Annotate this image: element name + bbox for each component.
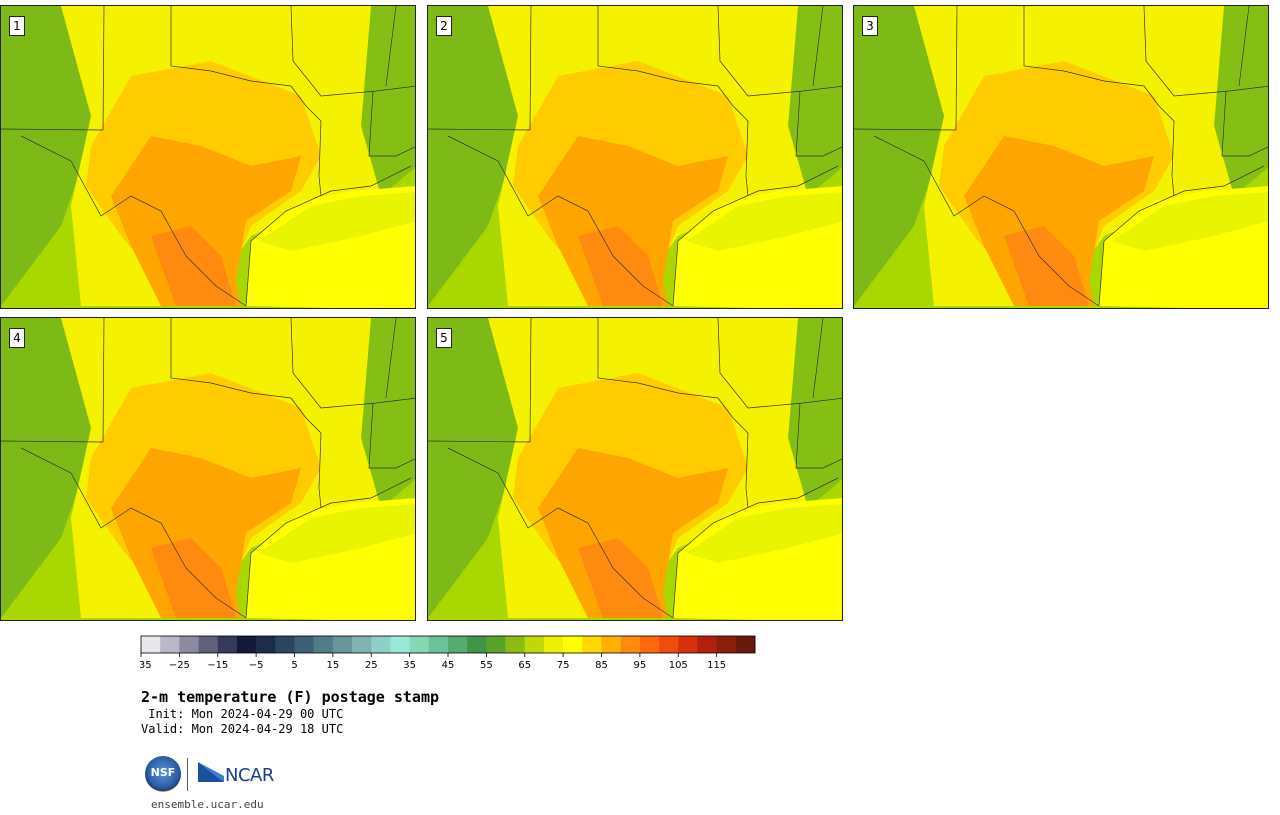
gulf-shelf xyxy=(686,504,842,563)
init-time: Init: Mon 2024-04-29 00 UTC xyxy=(141,707,344,721)
panel-number: 4 xyxy=(9,328,25,348)
gulf-shelf xyxy=(259,192,415,251)
colorbar-tick-label: −15 xyxy=(207,660,228,671)
nsf-logo-text: NSF xyxy=(150,766,176,779)
hot-zone xyxy=(111,136,301,306)
hottest-zone xyxy=(578,226,663,306)
colorbar-tick-label: 85 xyxy=(595,660,608,671)
map-panel-5: 5 xyxy=(427,317,843,621)
colorbar-segment xyxy=(409,636,430,653)
colorbar-tick-label: 105 xyxy=(669,660,688,671)
gulf-shelf xyxy=(259,504,415,563)
hottest-zone xyxy=(578,538,663,618)
logo-divider xyxy=(187,758,188,791)
colorbar-segment xyxy=(179,636,199,653)
panel-number: 1 xyxy=(9,16,25,36)
temperature-map xyxy=(428,6,842,308)
colorbar-segment xyxy=(256,636,276,653)
hottest-zone xyxy=(151,538,236,618)
colorbar-segment xyxy=(486,636,506,653)
boundaries xyxy=(854,6,1268,307)
eastern-forest xyxy=(361,318,415,508)
colorbar-tick-label: 115 xyxy=(707,660,726,671)
map-panel-4: 4 xyxy=(0,317,416,621)
colorbar-segment xyxy=(716,636,737,653)
temperature-map xyxy=(1,6,415,308)
panel-number: 2 xyxy=(436,16,452,36)
colorbar-tick-label: 45 xyxy=(442,660,455,671)
eastern-forest xyxy=(788,318,842,508)
colorbar-segment xyxy=(697,636,717,653)
colorbar-segment xyxy=(524,636,545,653)
colorbar-tick-label: −5 xyxy=(249,660,264,671)
colorbar-segment xyxy=(505,636,526,653)
colorbar-segment xyxy=(390,636,410,653)
colorbar-segment xyxy=(659,636,679,653)
colorbar-segment xyxy=(639,636,660,653)
colorbar-tick-label: 55 xyxy=(480,660,493,671)
hot-zone xyxy=(111,448,301,618)
colorbar-tick-label: 15 xyxy=(327,660,340,671)
colorbar-tick-label: 75 xyxy=(557,660,570,671)
colorbar-tick-label: −25 xyxy=(169,660,190,671)
ncar-logo-text: NCAR xyxy=(225,765,274,786)
colorbar-tick-label: 65 xyxy=(518,660,531,671)
boundaries xyxy=(1,318,415,619)
colorbar-segment xyxy=(601,636,621,653)
colorbar-segment xyxy=(160,636,180,653)
colorbar-segment xyxy=(141,636,161,653)
colorbar-segment xyxy=(294,636,314,653)
colorbar-tick-label: 25 xyxy=(365,660,378,671)
boundaries xyxy=(428,6,842,307)
temperature-map xyxy=(1,318,415,620)
eastern-forest xyxy=(788,6,842,196)
colorbar-tick-label: 5 xyxy=(291,660,297,671)
colorbar-segment xyxy=(735,636,756,653)
colorbar-segment xyxy=(332,636,353,653)
colorbar-segment xyxy=(236,636,257,653)
colorbar-segment xyxy=(582,636,602,653)
colorbar-segment xyxy=(448,636,468,653)
boundaries xyxy=(1,6,415,307)
colorbar-tick-label: −35 xyxy=(140,660,152,671)
temperature-map xyxy=(428,318,842,620)
hottest-zone xyxy=(151,226,236,306)
colorbar-segment xyxy=(313,636,334,653)
colorbar-segment xyxy=(678,636,698,653)
colorbar-segment xyxy=(620,636,641,653)
colorbar-segment xyxy=(352,636,372,653)
colorbar-segment xyxy=(543,636,564,653)
colorbar-tick-label: 95 xyxy=(634,660,647,671)
colorbar-segment xyxy=(563,636,583,653)
colorbar-segment xyxy=(217,636,238,653)
valid-time: Valid: Mon 2024-04-29 18 UTC xyxy=(141,722,344,736)
nsf-logo: NSF xyxy=(145,756,181,792)
colorbar-segment xyxy=(428,636,449,653)
colorbar: −35 −25 −15 −5 5 15 25 35 45 55 65 75 85 95 105 115 xyxy=(140,635,756,671)
panel-number: 3 xyxy=(862,16,878,36)
colorbar-tick-label: 35 xyxy=(403,660,416,671)
hot-zone xyxy=(538,136,728,306)
ncar-logo-icon xyxy=(198,762,224,782)
colorbar-segment xyxy=(371,636,391,653)
hot-zone xyxy=(538,448,728,618)
colorbar-segment xyxy=(275,636,295,653)
panel-number: 5 xyxy=(436,328,452,348)
gulf-shelf xyxy=(686,192,842,251)
temperature-map xyxy=(854,6,1268,308)
colorbar-segment xyxy=(198,636,219,653)
hottest-zone xyxy=(1004,226,1089,306)
map-panel-2: 2 xyxy=(427,5,843,309)
footer-url[interactable]: ensemble.ucar.edu xyxy=(151,798,264,811)
eastern-forest xyxy=(1214,6,1268,196)
boundaries xyxy=(428,318,842,619)
colorbar-segment xyxy=(467,636,487,653)
plot-title: 2-m temperature (F) postage stamp xyxy=(141,688,440,706)
gulf-shelf xyxy=(1112,192,1268,251)
map-panel-1: 1 xyxy=(0,5,416,309)
map-panel-3: 3 xyxy=(853,5,1269,309)
hot-zone xyxy=(964,136,1154,306)
eastern-forest xyxy=(361,6,415,196)
